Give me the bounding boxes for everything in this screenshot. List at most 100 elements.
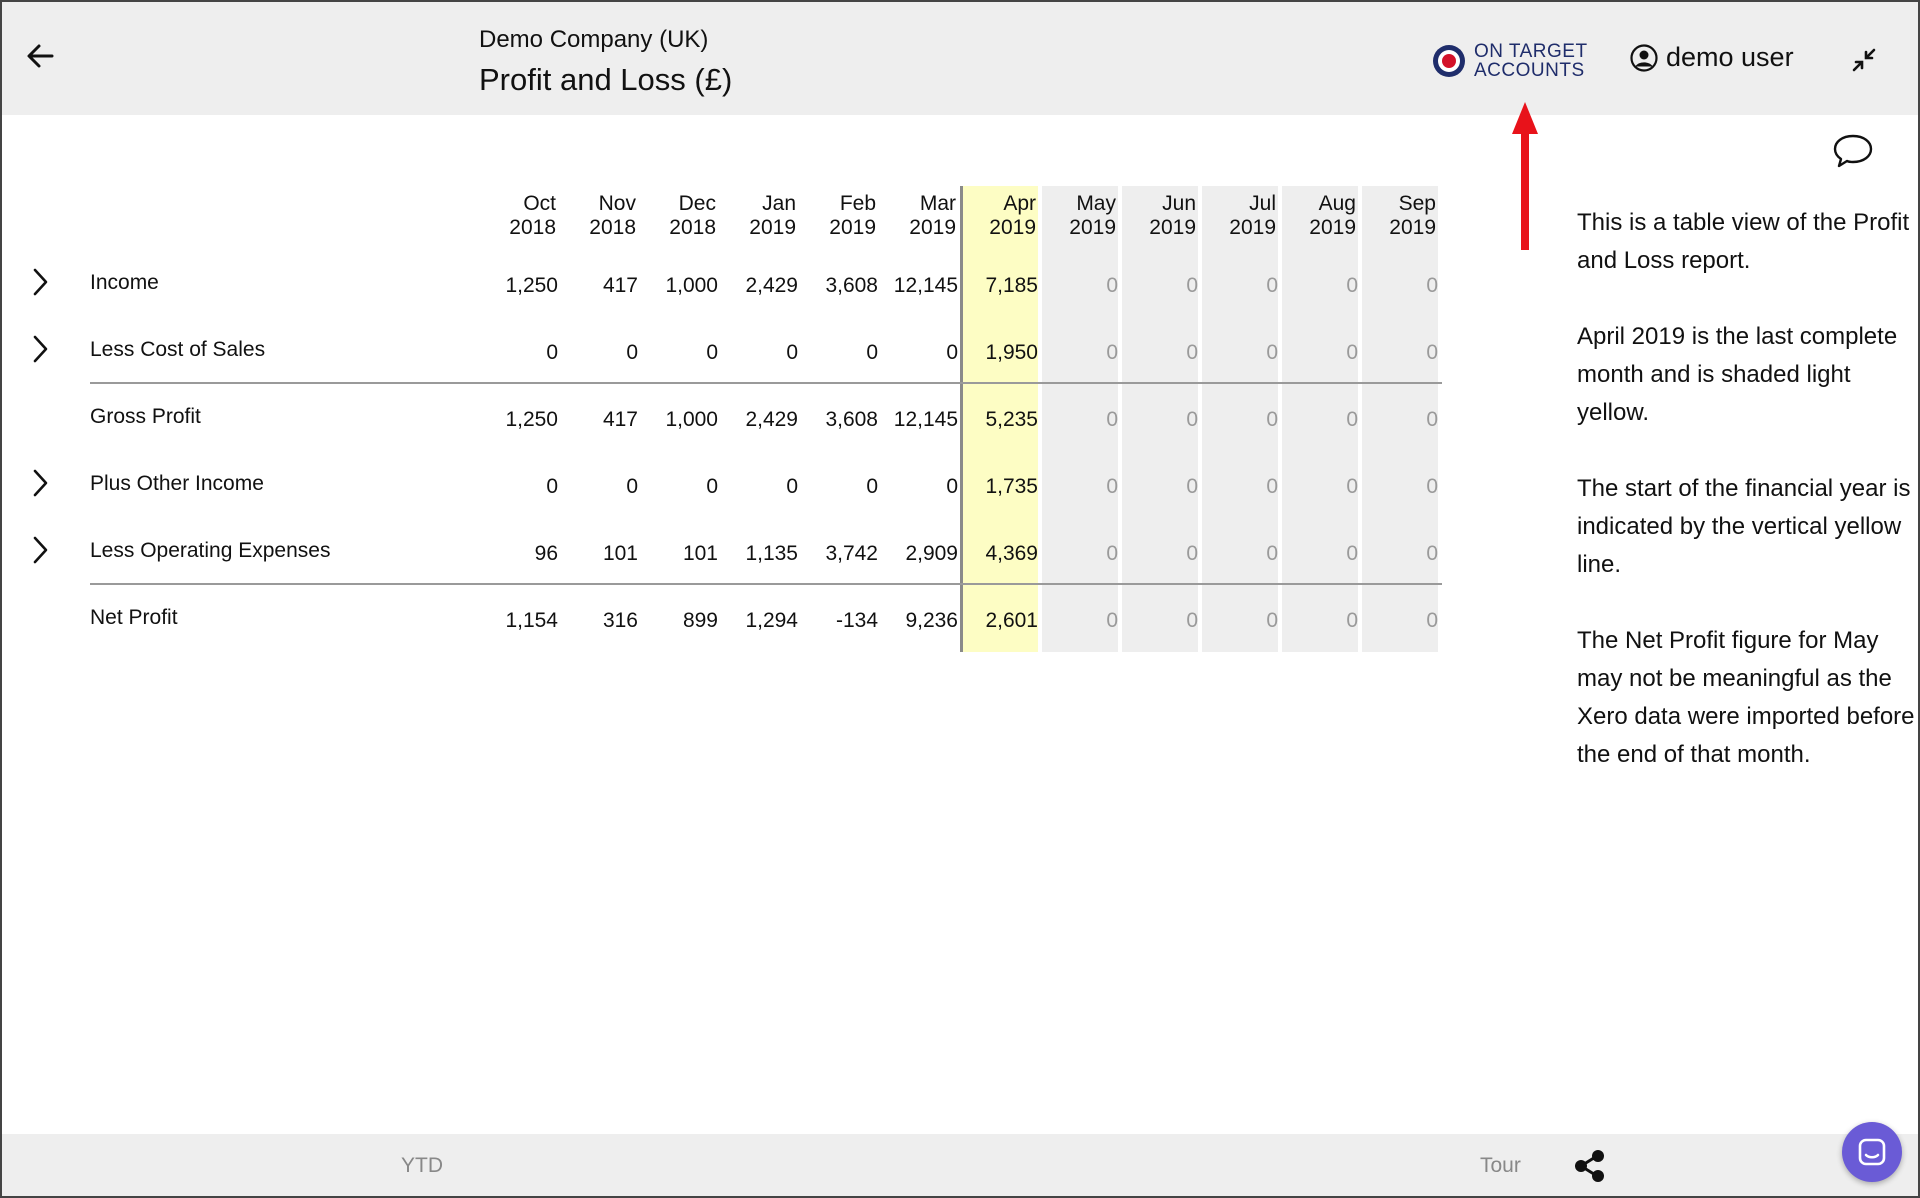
month-header-month: Oct [523, 192, 556, 215]
table-cell: 9,236 [905, 609, 958, 632]
table-cell: 12,145 [893, 408, 958, 431]
comment-icon[interactable] [1832, 132, 1874, 170]
table-cell: 3,742 [825, 542, 878, 565]
month-header: Jan 2019 [718, 192, 796, 240]
month-header-month: Mar [919, 192, 956, 215]
row-label: Less Operating Expenses [90, 539, 331, 562]
month-header-month: Sep [1398, 192, 1436, 215]
logo-text: ON TARGET ACCOUNTS [1474, 42, 1588, 80]
month-header-month: Feb [839, 192, 876, 215]
month-header-month: May [1076, 192, 1116, 215]
table-cell: 0 [1186, 274, 1198, 297]
ytd-button[interactable]: YTD [401, 1154, 443, 1177]
table-cell: 0 [866, 341, 878, 364]
chevron-right-icon[interactable] [28, 333, 52, 365]
arrow-left-icon[interactable] [22, 38, 58, 74]
month-header: Jul 2019 [1198, 192, 1276, 240]
month-header-year: 2019 [909, 216, 956, 239]
explanation-panel: This is a table view of the Profit and L… [1577, 204, 1917, 812]
table-cell: 316 [602, 609, 638, 632]
table-cell: -134 [835, 609, 878, 632]
month-header-year: 2019 [829, 216, 876, 239]
tour-button[interactable]: Tour [1480, 1154, 1521, 1177]
month-header-month: Nov [598, 192, 636, 215]
table-cell: 0 [1266, 408, 1278, 431]
user-circle-icon [1630, 43, 1658, 72]
month-header: Jun 2019 [1118, 192, 1196, 240]
table-cell: 12,145 [893, 274, 958, 297]
chat-icon [1858, 1138, 1886, 1166]
explanation-paragraph: This is a table view of the Profit and L… [1577, 209, 1910, 274]
table-cell: 0 [1266, 609, 1278, 632]
month-header-year: 2018 [669, 216, 716, 239]
chevron-right-icon[interactable] [28, 534, 52, 566]
table-cell: 417 [602, 274, 638, 297]
table-cell: 0 [1426, 542, 1438, 565]
table-cell: 0 [1266, 542, 1278, 565]
table-cell: 0 [1186, 475, 1198, 498]
table-cell: 0 [946, 341, 958, 364]
table-cell: 0 [546, 475, 558, 498]
target-logo-icon [1433, 45, 1465, 77]
footer-bar: YTD Tour [2, 1134, 1918, 1196]
table-cell: 0 [1426, 274, 1438, 297]
page-title: Profit and Loss (£) [479, 62, 733, 97]
table-cell: 101 [602, 542, 638, 565]
table-cell: 0 [1426, 475, 1438, 498]
month-header-month: Dec [678, 192, 716, 215]
table-cell: 0 [626, 341, 638, 364]
highlight-column [962, 186, 1038, 652]
table-cell: 0 [1266, 475, 1278, 498]
table-cell: 2,909 [905, 542, 958, 565]
logo-text-line2: ACCOUNTS [1474, 60, 1585, 81]
table-cell: 1,154 [505, 609, 558, 632]
table-cell: 0 [1346, 341, 1358, 364]
future-month-column [1202, 186, 1278, 652]
month-header-year: 2019 [1389, 216, 1436, 239]
row-label: Income [90, 271, 159, 294]
user-name: demo user [1666, 42, 1794, 72]
table-cell: 0 [866, 475, 878, 498]
month-header-year: 2019 [1149, 216, 1196, 239]
company-name: Demo Company (UK) [479, 26, 709, 53]
table-cell: 1,000 [665, 408, 718, 431]
table-cell: 2,429 [745, 274, 798, 297]
chat-launcher-button[interactable] [1842, 1122, 1902, 1182]
table-cell: 0 [1186, 341, 1198, 364]
month-header: Dec 2018 [638, 192, 716, 240]
row-label: Gross Profit [90, 405, 201, 428]
table-cell: 0 [1346, 408, 1358, 431]
compress-icon[interactable] [1850, 46, 1878, 74]
chevron-right-icon[interactable] [28, 467, 52, 499]
month-header-year: 2018 [509, 216, 556, 239]
table-cell: 417 [602, 408, 638, 431]
month-header: Nov 2018 [558, 192, 636, 240]
month-header-year: 2019 [1309, 216, 1356, 239]
explanation-paragraph: The start of the financial year is indic… [1577, 475, 1911, 578]
table-cell: 0 [1266, 274, 1278, 297]
user-menu[interactable]: demo user [1630, 42, 1794, 73]
table-cell: 0 [626, 475, 638, 498]
explanation-paragraph: The Net Profit figure for May may not be… [1577, 627, 1915, 768]
row-separator [90, 583, 1442, 585]
table-cell: 0 [1426, 341, 1438, 364]
chevron-right-icon[interactable] [28, 266, 52, 298]
table-cell: 0 [1346, 542, 1358, 565]
month-header-month: Jun [1162, 192, 1196, 215]
table-cell: 899 [682, 609, 718, 632]
month-header: May 2019 [1038, 192, 1116, 240]
table-cell: 2,601 [985, 609, 1038, 632]
table-cell: 0 [1186, 542, 1198, 565]
table-cell: 0 [1426, 609, 1438, 632]
table-cell: 0 [706, 341, 718, 364]
table-cell: 1,250 [505, 274, 558, 297]
table-cell: 1,950 [985, 341, 1038, 364]
table-cell: 3,608 [825, 408, 878, 431]
share-icon[interactable] [1572, 1148, 1608, 1184]
row-separator [90, 382, 1442, 384]
table-cell: 0 [1106, 408, 1118, 431]
month-header-year: 2019 [749, 216, 796, 239]
on-target-accounts-logo[interactable]: ON TARGET ACCOUNTS [1432, 40, 1588, 82]
table-cell: 0 [1106, 609, 1118, 632]
